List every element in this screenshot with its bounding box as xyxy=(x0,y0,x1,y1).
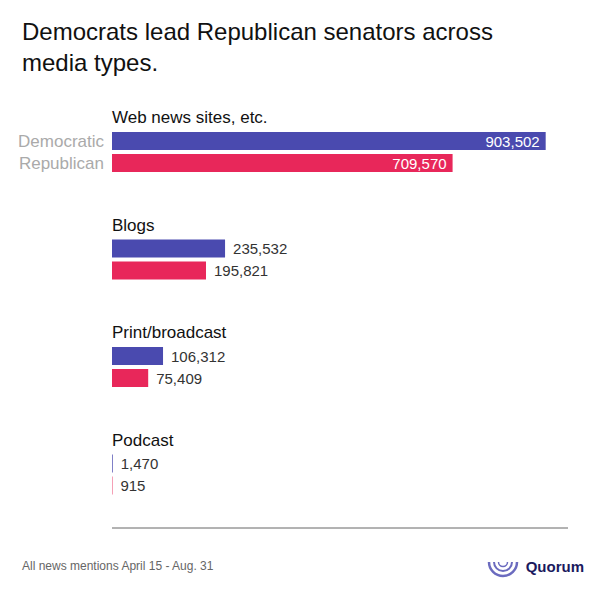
svg-text:235,532: 235,532 xyxy=(233,240,287,257)
svg-text:Blogs: Blogs xyxy=(112,216,155,235)
svg-text:Print/broadcast: Print/broadcast xyxy=(112,324,227,343)
svg-text:915: 915 xyxy=(120,477,145,494)
svg-text:195,821: 195,821 xyxy=(214,262,268,279)
svg-text:Podcast: Podcast xyxy=(112,431,174,450)
svg-text:Web news sites, etc.: Web news sites, etc. xyxy=(112,109,268,128)
html-text:All news mentions April 15 - A: All news mentions April 15 - Aug. 31 xyxy=(22,559,214,574)
html-text:Quorum: Quorum xyxy=(525,557,584,575)
svg-text:1,470: 1,470 xyxy=(121,455,159,472)
svg-text:Democratic: Democratic xyxy=(18,132,104,151)
html-text:Democrats lead Republican sena: Democrats lead Republican senators acros… xyxy=(22,18,493,77)
svg-text:106,312: 106,312 xyxy=(171,348,225,365)
svg-text:Republican: Republican xyxy=(19,154,104,173)
svg-text:709,570: 709,570 xyxy=(392,155,446,172)
svg-text:903,502: 903,502 xyxy=(485,133,539,150)
svg-text:75,409: 75,409 xyxy=(156,370,202,387)
